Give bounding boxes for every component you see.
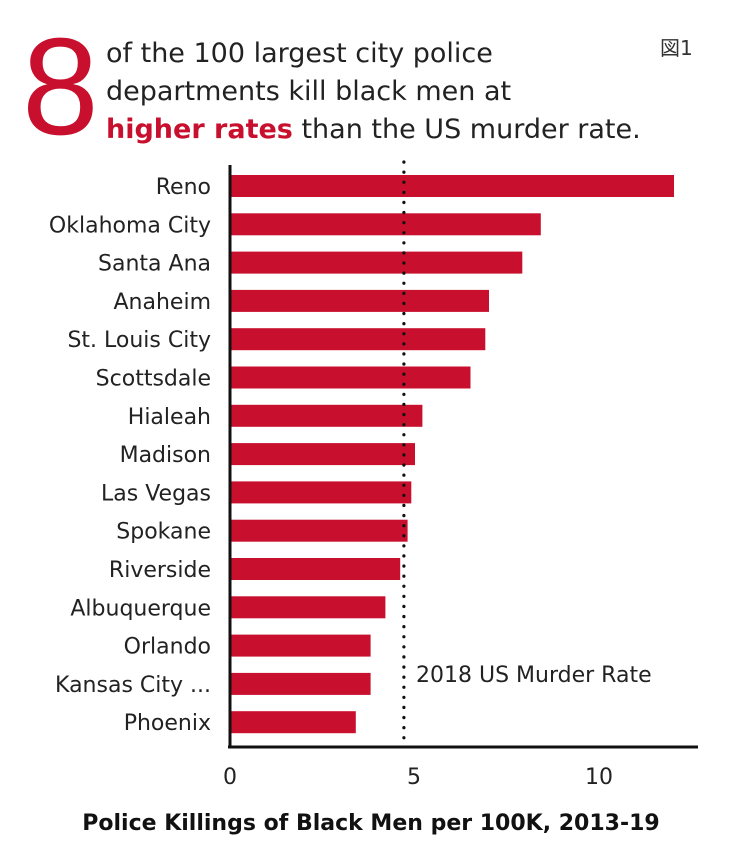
bar	[230, 289, 489, 312]
category-label: Oklahoma City	[49, 213, 211, 238]
category-label: Orlando	[124, 635, 211, 660]
headline-highlight: higher rates	[106, 114, 293, 145]
category-label: Scottsdale	[96, 367, 211, 392]
bar	[230, 519, 408, 542]
x-tick-label: 5	[407, 765, 421, 790]
category-label: Spokane	[116, 520, 211, 545]
category-label: Albuquerque	[70, 596, 211, 621]
category-label: Madison	[120, 443, 211, 468]
category-label: Las Vegas	[101, 481, 211, 506]
bar	[230, 213, 541, 236]
bar	[230, 672, 371, 695]
headline-line-2: departments kill black men at	[106, 76, 512, 107]
bar	[230, 328, 486, 351]
x-axis-title: Police Killings of Black Men per 100K, 2…	[82, 811, 659, 836]
bar	[230, 558, 401, 580]
headline-line-1: of the 100 largest city police	[106, 38, 493, 69]
category-label: Riverside	[109, 558, 211, 583]
figure-label: 図1	[660, 36, 693, 60]
bar	[230, 711, 356, 734]
bar	[230, 175, 674, 197]
big-number: 8	[22, 10, 99, 164]
category-label: Phoenix	[124, 711, 211, 736]
category-label: St. Louis City	[67, 328, 211, 353]
bar	[230, 366, 471, 389]
bar	[230, 251, 523, 274]
bar	[230, 481, 412, 504]
category-label: Santa Ana	[98, 252, 211, 277]
headline-line-3-rest: than the US murder rate.	[292, 114, 641, 145]
headline-line-3: higher rates than the US murder rate.	[106, 114, 641, 146]
reference-line-label: 2018 US Murder Rate	[416, 663, 652, 688]
bar	[230, 596, 386, 619]
category-label: Hialeah	[128, 405, 211, 430]
category-label: Anaheim	[114, 290, 212, 315]
category-label: Kansas City ...	[55, 673, 211, 698]
category-label: Reno	[156, 175, 211, 200]
x-tick-label: 0	[223, 765, 237, 790]
bar	[230, 404, 423, 427]
bar	[230, 443, 415, 466]
bar	[230, 634, 371, 657]
x-tick-label: 10	[585, 765, 613, 790]
